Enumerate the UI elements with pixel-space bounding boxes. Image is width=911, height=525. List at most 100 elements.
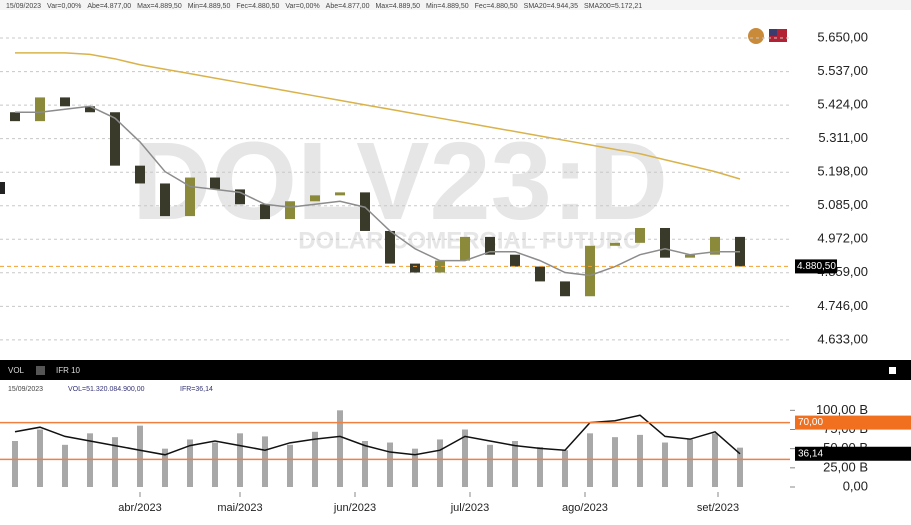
candle	[185, 177, 195, 217]
header-item: 15/09/2023	[6, 3, 41, 10]
close-button[interactable]	[36, 366, 45, 375]
candle	[410, 263, 420, 273]
indicator-info: IFR=36,14	[180, 386, 213, 393]
candle	[35, 97, 45, 122]
volume-bar	[37, 429, 43, 487]
header-item: Min=4.889,50	[188, 3, 231, 10]
volume-bar	[412, 448, 418, 487]
candle	[60, 97, 70, 107]
header-item: SMA200=5.172,21	[584, 3, 642, 10]
volume-bar	[537, 447, 543, 487]
candle	[110, 112, 120, 166]
candle	[285, 201, 295, 220]
y-tick-label: 25,00 B	[823, 459, 868, 474]
volume-bar	[287, 444, 293, 487]
volume-bar	[387, 442, 393, 487]
indicator-tag-label: 36,14	[798, 448, 823, 459]
candle	[85, 106, 95, 113]
y-tick-label: 5.650,00	[817, 29, 868, 44]
header-item: Var=0,00%	[47, 3, 81, 10]
volume-bar	[137, 425, 143, 487]
x-tick-label: jul/2023	[450, 502, 490, 514]
volume-bar	[187, 439, 193, 487]
volume-bar	[737, 447, 743, 487]
candle	[210, 177, 220, 190]
candle	[610, 242, 620, 246]
indicator-tab[interactable]: IFR 10	[56, 366, 81, 375]
candle	[460, 236, 470, 261]
candle	[235, 189, 245, 205]
volume-bar	[562, 450, 568, 487]
volume-bar	[487, 444, 493, 487]
header-item: Min=4.889,50	[426, 3, 469, 10]
candle	[635, 227, 645, 243]
x-tick-label: jun/2023	[333, 502, 376, 514]
indicator-tag	[795, 446, 911, 461]
watermark-symbol: DOLV23:D	[132, 120, 668, 243]
volume-bar	[637, 434, 643, 487]
header-item: Max=4.889,50	[375, 3, 420, 10]
indicator-tabs-bar	[0, 360, 911, 380]
volume-bar	[162, 448, 168, 487]
header-item: Var=0,00%	[285, 3, 319, 10]
candle	[310, 195, 320, 202]
indicator-info: 15/09/2023	[8, 386, 43, 393]
header-bar	[0, 0, 911, 10]
maximize-button[interactable]	[889, 367, 896, 374]
volume-bar	[62, 444, 68, 487]
y-tick-label: 4.972,00	[817, 231, 868, 246]
header-item: Fec=4.880,50	[236, 3, 279, 10]
x-tick-label: abr/2023	[118, 502, 161, 514]
candle	[135, 165, 145, 184]
last-price-tag	[795, 259, 837, 274]
flag-canton	[769, 29, 777, 36]
volume-bar	[262, 436, 268, 487]
volume-bar	[12, 441, 18, 487]
candle	[160, 183, 170, 217]
candle	[585, 245, 595, 297]
volume-bar	[237, 433, 243, 487]
candle	[535, 266, 545, 282]
candle	[560, 281, 570, 297]
y-tick-label: 5.424,00	[817, 97, 868, 112]
indicator-tab[interactable]: VOL	[8, 366, 25, 375]
volume-bar	[437, 439, 443, 487]
side-handle[interactable]	[0, 182, 5, 194]
candle	[360, 192, 370, 231]
candle	[485, 236, 495, 255]
y-tick-label: 4.746,00	[817, 298, 868, 313]
y-tick-label: 5.311,00	[818, 130, 868, 145]
volume-bar	[87, 433, 93, 487]
moving-average	[15, 52, 741, 180]
volume-bar	[712, 433, 718, 487]
header-item: Abe=4.877,00	[87, 3, 131, 10]
candle	[710, 236, 720, 255]
y-tick-label: 0,00	[843, 478, 868, 493]
candle	[510, 254, 520, 267]
volume-bar	[612, 437, 618, 487]
y-tick-label: 5.537,00	[817, 63, 868, 78]
header-item: Fec=4.880,50	[475, 3, 518, 10]
candle	[435, 260, 445, 273]
indicator-tag-label: 70,00	[798, 417, 823, 428]
volume-bar	[362, 441, 368, 487]
volume-bar	[337, 410, 343, 487]
volume-bar	[512, 441, 518, 487]
indicator-info: VOL=51.320.084.900,00	[68, 386, 145, 393]
indicator-tag	[795, 415, 911, 430]
header-item: Max=4.889,50	[137, 3, 182, 10]
x-tick-label: ago/2023	[562, 502, 608, 514]
y-tick-label: 5.198,00	[817, 164, 868, 179]
currency-icon[interactable]	[748, 28, 764, 44]
candle	[685, 254, 695, 258]
header: 15/09/2023 Var=0,00% Abe=4.877,00 Max=4.889…	[6, 3, 642, 10]
y-tick-label: 5.085,00	[817, 197, 868, 212]
x-tick-label: mai/2023	[217, 502, 262, 514]
volume-bar	[587, 433, 593, 487]
volume-bar	[687, 439, 693, 487]
candle	[10, 112, 20, 122]
candle	[385, 230, 395, 264]
volume-bar	[662, 442, 668, 487]
